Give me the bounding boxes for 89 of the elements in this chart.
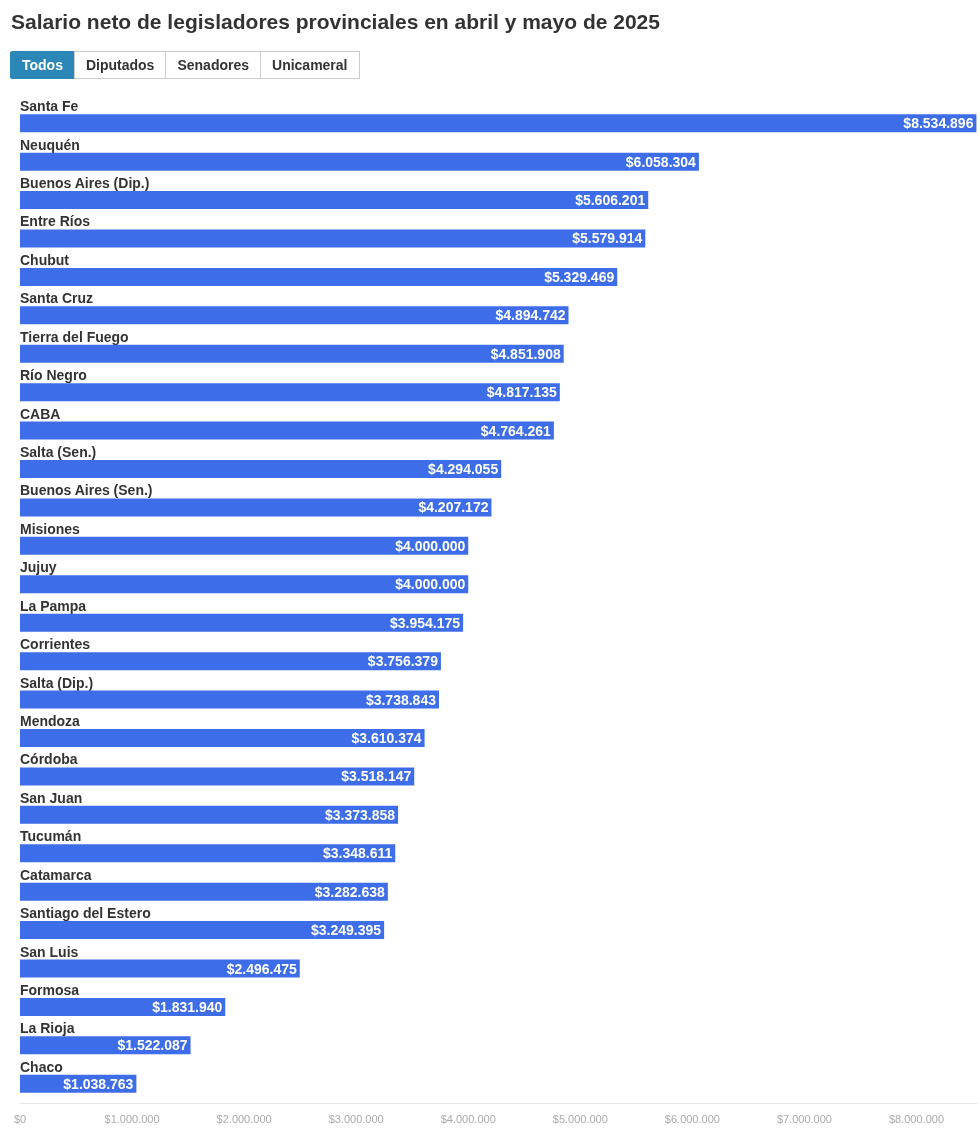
x-tick-label: $5.000.000 (552, 1112, 608, 1125)
data-label: $4.207.172 (418, 499, 489, 516)
y-tick-label: CABA (20, 405, 61, 422)
data-label: $3.738.843 (365, 691, 437, 708)
tab-button[interactable]: Todos (10, 51, 75, 79)
bar (20, 498, 492, 517)
data-label: $5.579.914 (572, 230, 643, 247)
data-label: $4.894.742 (495, 307, 566, 324)
data-label: $3.282.638 (314, 883, 386, 900)
y-tick-label: Santiago del Estero (20, 905, 151, 922)
bar (20, 767, 415, 786)
bar (20, 306, 569, 325)
tab-button[interactable]: Senadores (165, 51, 261, 79)
bar (20, 344, 564, 363)
data-label: $4.000.000 (395, 576, 466, 593)
y-tick-label: Catamarca (20, 866, 92, 883)
bar (20, 267, 618, 286)
data-label: $8.534.896 (903, 115, 974, 132)
y-tick-label: Buenos Aires (Sen.) (20, 482, 153, 499)
y-tick-label: Jujuy (20, 559, 57, 576)
data-label: $2.496.475 (226, 960, 297, 977)
y-tick-label: Chaco (20, 1058, 63, 1075)
bar (20, 844, 396, 863)
bar (20, 191, 649, 210)
y-tick-label: La Pampa (20, 597, 87, 614)
tab-button[interactable]: Diputados (73, 51, 167, 79)
data-label: $1.038.763 (63, 1075, 134, 1092)
data-label: $4.000.000 (395, 537, 466, 554)
x-tick-label: $7.000.000 (776, 1112, 832, 1125)
y-tick-label: Santa Cruz (20, 290, 94, 307)
bar (20, 383, 560, 402)
x-tick-label: $4.000.000 (440, 1112, 496, 1125)
data-label: $5.606.201 (575, 192, 646, 209)
y-tick-label: Río Negro (20, 367, 87, 384)
y-tick-label: Entre Ríos (20, 213, 91, 230)
bar (20, 805, 399, 824)
data-label: $5.329.469 (544, 268, 615, 285)
x-tick-label: $1.000.000 (104, 1112, 160, 1125)
x-tick-label: $8.000.000 (888, 1112, 945, 1125)
y-tick-label: Neuquén (20, 136, 80, 153)
bar (20, 959, 300, 978)
bar (20, 460, 502, 479)
data-label: $4.817.135 (486, 384, 558, 401)
x-tick-label: $0 (13, 1112, 27, 1125)
bar (20, 652, 441, 671)
data-label: $3.373.858 (325, 806, 396, 823)
y-tick-label: Salta (Dip.) (20, 674, 94, 691)
y-tick-label: Corrientes (20, 636, 91, 653)
y-tick-label: Misiones (20, 520, 81, 537)
data-label: $3.756.379 (367, 653, 439, 670)
y-tick-label: Chubut (20, 251, 70, 268)
bar (20, 882, 388, 901)
data-label: $3.518.147 (341, 768, 412, 785)
y-tick-label: Buenos Aires (Dip.) (20, 175, 150, 192)
bar (20, 613, 464, 632)
y-tick-label: Tierra del Fuego (20, 328, 129, 345)
data-label: $3.954.175 (390, 614, 461, 631)
x-tick-label: $6.000.000 (664, 1112, 720, 1125)
y-tick-label: Formosa (20, 981, 80, 998)
y-tick-label: Córdoba (20, 751, 78, 768)
bar (20, 536, 469, 555)
data-label: $4.851.908 (490, 345, 561, 362)
y-tick-label: Santa Fe (20, 98, 79, 115)
y-tick-label: San Juan (20, 789, 83, 806)
y-tick-label: La Rioja (20, 1020, 75, 1037)
y-tick-label: Mendoza (20, 712, 81, 729)
y-tick-label: Salta (Sen.) (20, 444, 97, 461)
y-tick-label: Tucumán (20, 828, 82, 845)
bar (20, 229, 646, 248)
data-label: $4.764.261 (480, 422, 552, 439)
bar (20, 575, 469, 594)
bar (20, 114, 977, 133)
bar (20, 728, 425, 747)
bar (20, 921, 385, 940)
data-label: $3.249.395 (311, 922, 382, 939)
y-tick-label: San Luis (20, 943, 79, 960)
tab-button[interactable]: Unicameral (260, 51, 360, 79)
bar (20, 152, 699, 171)
x-tick-label: $3.000.000 (328, 1112, 384, 1125)
data-label: $1.522.087 (117, 1037, 188, 1054)
data-label: $4.294.055 (428, 461, 499, 478)
data-label: $6.058.304 (625, 153, 697, 170)
x-tick-label: $2.000.000 (216, 1112, 272, 1125)
data-label: $3.610.374 (351, 729, 422, 746)
data-label: $1.831.940 (152, 998, 223, 1015)
bar (20, 421, 554, 440)
data-label: $3.348.611 (322, 845, 393, 862)
bar (20, 690, 439, 709)
chart-title: Salario neto de legisladores provinciales en abril y mayo de 2025 (11, 10, 660, 34)
